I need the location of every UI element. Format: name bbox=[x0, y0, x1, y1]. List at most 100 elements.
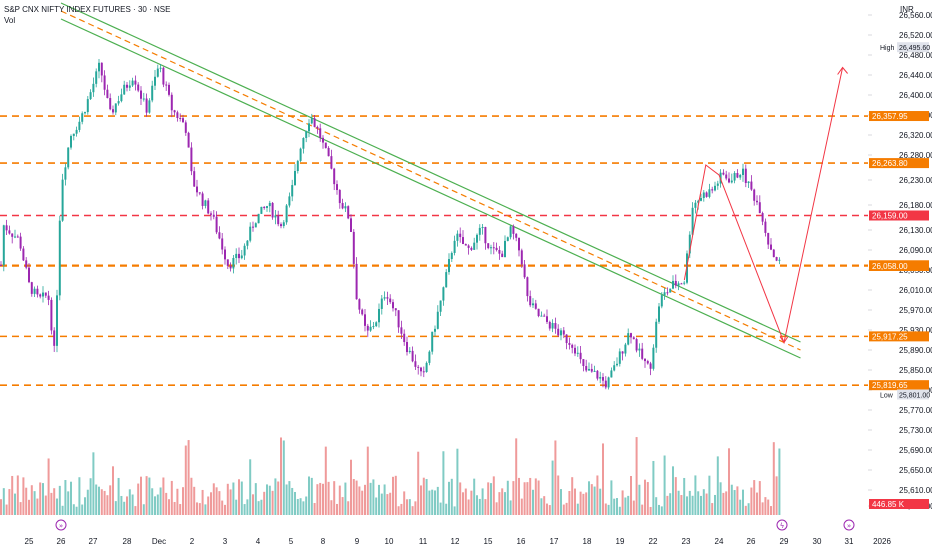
y-tick-label: 26,230.00 bbox=[899, 176, 932, 185]
candle-body bbox=[369, 326, 372, 331]
volume-bar bbox=[11, 475, 14, 515]
volume-bar bbox=[81, 504, 84, 515]
candle-body bbox=[568, 343, 571, 345]
svg-text:»: » bbox=[847, 522, 851, 530]
volume-bar bbox=[84, 497, 86, 515]
candle-body bbox=[641, 348, 644, 359]
candle-body bbox=[716, 183, 719, 186]
candle-body bbox=[156, 68, 159, 77]
candle-body bbox=[574, 347, 576, 354]
candle-body bbox=[450, 252, 453, 260]
volume-bar bbox=[70, 481, 72, 515]
lightning-icon[interactable]: ϟ bbox=[776, 519, 788, 531]
currency-label: INR bbox=[900, 5, 914, 14]
candle-body bbox=[445, 272, 448, 288]
volume-bar bbox=[355, 480, 358, 515]
volume-bar bbox=[439, 502, 442, 515]
candle-body bbox=[232, 257, 235, 269]
forward-icon[interactable]: » bbox=[843, 519, 855, 531]
volume-bar bbox=[333, 481, 336, 515]
candle-body bbox=[523, 264, 526, 278]
y-tick-label: 26,560.00 bbox=[899, 11, 932, 20]
volume-bar bbox=[151, 488, 154, 515]
replay-icon[interactable]: » bbox=[55, 519, 67, 531]
candle-body bbox=[28, 267, 30, 283]
volume-bar bbox=[655, 497, 658, 515]
volume-bar bbox=[2, 488, 5, 515]
candle-body bbox=[610, 370, 613, 378]
volume-bar bbox=[417, 451, 420, 515]
candle-body bbox=[456, 233, 459, 241]
volume-bar bbox=[694, 475, 697, 515]
candle-body bbox=[39, 294, 42, 297]
candle-body bbox=[358, 299, 361, 310]
candle-body bbox=[148, 100, 151, 113]
volume-bar bbox=[663, 455, 666, 515]
volume-bar bbox=[532, 489, 534, 515]
candle-body bbox=[67, 147, 70, 168]
volume-bar bbox=[526, 482, 529, 515]
candle-body bbox=[571, 344, 574, 348]
volume-bar bbox=[120, 495, 123, 515]
candle-body bbox=[546, 316, 548, 322]
candle-body bbox=[770, 244, 772, 250]
candle-body bbox=[285, 205, 288, 223]
volume-bar bbox=[425, 479, 428, 515]
candle-body bbox=[372, 326, 375, 328]
volume-bar bbox=[571, 477, 574, 515]
channel-boundary bbox=[60, 2, 801, 343]
volume-bar bbox=[697, 491, 700, 515]
volume-bar bbox=[714, 494, 716, 515]
volume-bar bbox=[590, 484, 593, 515]
volume-bar bbox=[705, 493, 708, 515]
volume-bar bbox=[39, 482, 42, 515]
volume-bar bbox=[565, 502, 568, 515]
candle-body bbox=[218, 232, 221, 239]
projection-line bbox=[683, 67, 844, 345]
candle-body bbox=[403, 333, 406, 343]
candle-body bbox=[123, 84, 126, 95]
candle-body bbox=[666, 292, 669, 294]
volume-bar bbox=[394, 475, 397, 515]
volume-bar bbox=[296, 498, 299, 515]
y-tick-label: 25,610.00 bbox=[899, 486, 932, 495]
candle-body bbox=[184, 122, 187, 133]
candle-body bbox=[630, 333, 632, 338]
volume-bar bbox=[352, 479, 355, 515]
trend-channel bbox=[60, 2, 801, 359]
candle-body bbox=[551, 323, 554, 329]
volume-bar bbox=[719, 482, 722, 515]
volume-bar bbox=[453, 506, 456, 515]
volume-bar bbox=[19, 502, 22, 515]
candle-body bbox=[162, 67, 165, 85]
volume-bar bbox=[131, 494, 134, 515]
candle-body bbox=[498, 250, 501, 254]
volume-bar bbox=[67, 491, 70, 515]
x-tick-label: 24 bbox=[715, 537, 724, 546]
candle-body bbox=[758, 202, 761, 214]
volume-bar bbox=[728, 448, 730, 515]
candle-body bbox=[361, 309, 364, 315]
volume-bar bbox=[481, 488, 484, 515]
candle-body bbox=[204, 200, 207, 206]
volume-bar bbox=[702, 489, 705, 515]
channel-boundary bbox=[60, 18, 801, 359]
candle-body bbox=[274, 215, 277, 218]
candle-body bbox=[226, 259, 229, 266]
volume-bar bbox=[596, 475, 599, 515]
candle-body bbox=[19, 236, 22, 249]
candle-body bbox=[400, 327, 403, 334]
volume-bar bbox=[546, 503, 548, 515]
price-tag-label: 26,357.95 bbox=[872, 112, 908, 121]
volume-bar bbox=[198, 503, 201, 515]
volume-bar bbox=[747, 503, 750, 515]
chart-title: S&P CNX NIFTY INDEX FUTURES · 30 · NSE bbox=[4, 5, 171, 14]
candle-body bbox=[254, 223, 257, 228]
volume-bar bbox=[761, 502, 764, 515]
volume-bar bbox=[666, 495, 669, 515]
volume-bar bbox=[56, 498, 58, 515]
candle-body bbox=[36, 288, 39, 295]
high-value: 26,495.60 bbox=[899, 45, 930, 52]
volume-bar bbox=[462, 492, 464, 515]
